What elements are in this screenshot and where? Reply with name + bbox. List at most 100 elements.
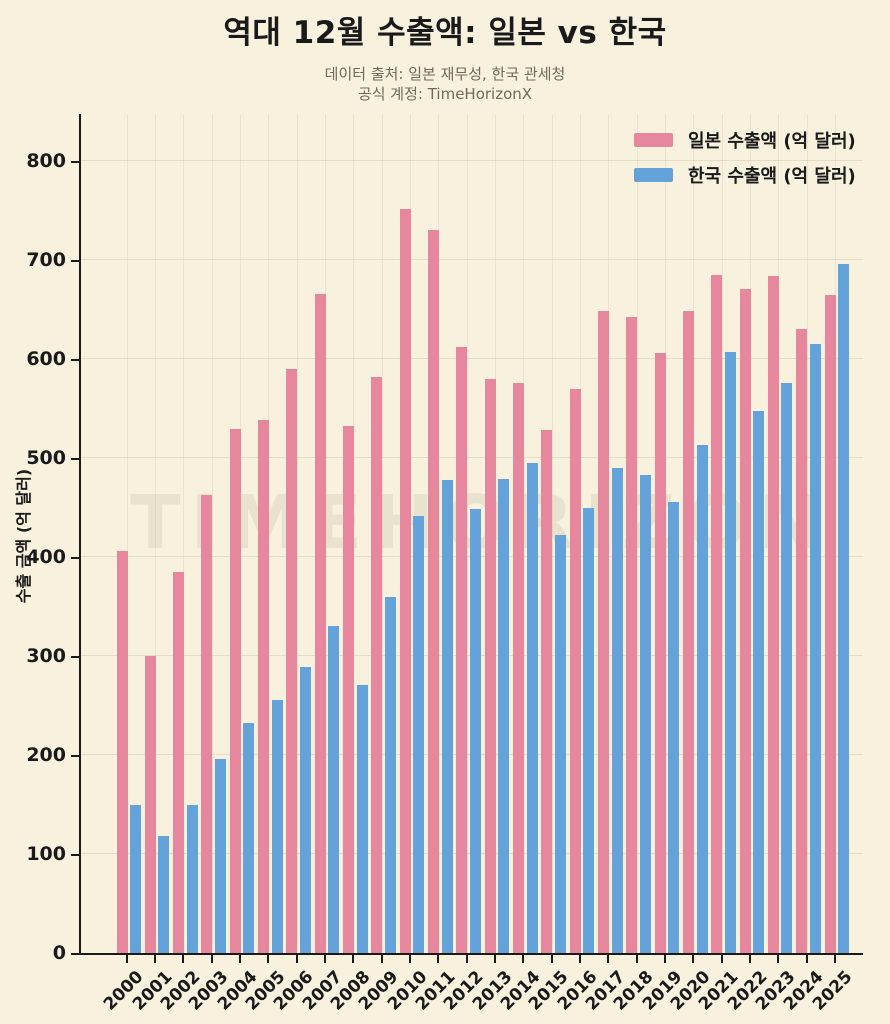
bar-japan-2023 (768, 275, 780, 953)
x-tick-mark-2001 (154, 955, 157, 963)
legend-swatch-japan (634, 133, 673, 147)
bar-japan-2010 (399, 208, 411, 953)
y-tick-label-100: 100 (26, 843, 66, 865)
y-tick-mark-600 (71, 359, 79, 361)
y-tick-label-800: 800 (26, 150, 66, 172)
legend-label-japan: 일본 수출액 (억 달러) (688, 131, 856, 152)
gridline-vertical-2001 (155, 114, 157, 953)
bar-korea-2013 (498, 478, 510, 953)
bar-korea-2012 (469, 508, 481, 953)
bar-japan-2021 (711, 274, 723, 953)
x-tick-mark-2000 (125, 955, 128, 963)
gridline-vertical-2000 (126, 114, 128, 953)
x-tick-mark-2014 (522, 955, 525, 963)
legend-item-korea: 한국 수출액 (억 달러) (634, 162, 856, 188)
y-tick-mark-300 (71, 656, 79, 658)
x-tick-mark-2002 (182, 955, 185, 963)
legend-swatch-korea (634, 168, 673, 182)
x-tick-mark-2024 (805, 955, 808, 963)
bar-korea-2008 (356, 684, 368, 953)
gridline-horizontal-500 (81, 457, 863, 458)
x-tick-mark-2011 (437, 955, 440, 963)
bar-korea-2000 (129, 804, 141, 953)
y-tick-label-700: 700 (26, 249, 66, 271)
x-tick-mark-2017 (607, 955, 610, 963)
x-tick-mark-2006 (295, 955, 298, 963)
y-tick-mark-800 (71, 161, 79, 163)
bar-korea-2020 (696, 445, 708, 953)
y-tick-mark-700 (71, 260, 79, 262)
bar-japan-2001 (144, 656, 156, 953)
bar-japan-2014 (513, 382, 525, 953)
x-tick-mark-2010 (409, 955, 411, 963)
chart-subtitle: 데이터 출처: 일본 재무성, 한국 관세청 공식 계정: TimeHorizo… (0, 64, 890, 104)
bar-japan-2000 (116, 551, 128, 953)
x-tick-mark-2025 (833, 955, 836, 963)
bar-korea-2010 (413, 516, 425, 953)
gridline-vertical-2002 (183, 114, 185, 953)
x-tick-mark-2019 (663, 955, 666, 963)
subtitle-line-account: 공식 계정: TimeHorizonX (357, 85, 533, 103)
y-tick-label-400: 400 (26, 546, 66, 568)
bar-japan-2016 (569, 388, 581, 953)
y-tick-label-300: 300 (26, 645, 66, 667)
bar-japan-2011 (428, 230, 440, 953)
gridline-horizontal-700 (81, 259, 863, 260)
bar-korea-2003 (214, 759, 226, 953)
bar-korea-2006 (299, 666, 311, 953)
x-tick-mark-2020 (692, 955, 695, 963)
y-tick-label-500: 500 (26, 447, 66, 469)
bar-korea-2023 (781, 382, 793, 953)
bar-japan-2005 (258, 420, 270, 953)
bar-japan-2019 (654, 353, 666, 953)
bar-korea-2018 (639, 474, 651, 953)
gridline-horizontal-800 (81, 160, 863, 161)
chart-plot-area (79, 114, 863, 955)
y-axis-label: 수출 금액 (억 달러) (14, 468, 33, 604)
bar-japan-2012 (456, 347, 468, 953)
x-tick-mark-2013 (493, 955, 496, 963)
bar-japan-2008 (343, 426, 355, 953)
legend-label-korea: 한국 수출액 (억 달러) (688, 166, 856, 187)
x-tick-mark-2016 (578, 955, 581, 963)
bar-japan-2003 (201, 494, 213, 953)
x-tick-mark-2003 (210, 955, 213, 963)
x-tick-mark-2005 (267, 955, 270, 963)
legend: 일본 수출액 (억 달러) 한국 수출액 (억 달러) (634, 127, 856, 197)
bar-korea-2007 (328, 626, 340, 953)
chart-title: 역대 12월 수출액: 일본 vs 한국 (223, 15, 667, 51)
bar-japan-2022 (739, 288, 751, 953)
gridline-horizontal-600 (81, 358, 863, 359)
bar-korea-2019 (668, 501, 680, 953)
bar-korea-2024 (809, 344, 821, 953)
x-tick-mark-2018 (635, 955, 638, 963)
x-tick-mark-2012 (465, 955, 468, 963)
bar-korea-2004 (243, 723, 255, 953)
bar-japan-2007 (314, 293, 326, 953)
y-tick-mark-400 (71, 557, 79, 559)
y-tick-label-200: 200 (26, 744, 66, 766)
bar-japan-2020 (683, 310, 695, 953)
x-tick-mark-2004 (239, 955, 242, 963)
bar-korea-2017 (611, 467, 623, 953)
bar-japan-2024 (796, 329, 808, 953)
y-tick-mark-200 (71, 755, 79, 757)
bar-korea-2005 (271, 699, 283, 953)
bar-japan-2015 (541, 430, 553, 953)
y-tick-mark-0 (71, 953, 79, 955)
bar-korea-2016 (583, 507, 595, 953)
legend-item-japan: 일본 수출액 (억 달러) (634, 127, 856, 153)
x-tick-mark-2015 (550, 955, 553, 963)
x-tick-mark-2021 (720, 955, 723, 963)
bar-korea-2021 (724, 352, 736, 953)
bar-japan-2002 (173, 571, 185, 953)
bar-japan-2017 (598, 310, 610, 953)
y-tick-mark-100 (71, 854, 79, 856)
subtitle-line-source: 데이터 출처: 일본 재무성, 한국 관세청 (324, 65, 566, 83)
bar-korea-2022 (753, 410, 765, 953)
x-tick-mark-2023 (777, 955, 780, 963)
bar-japan-2025 (824, 294, 836, 953)
bar-korea-2011 (441, 479, 453, 953)
bar-japan-2004 (229, 429, 241, 953)
bar-korea-2025 (838, 264, 850, 953)
